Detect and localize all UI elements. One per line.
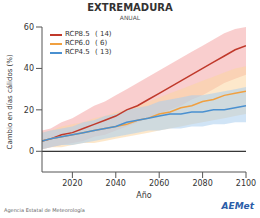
svg-text:20: 20 bbox=[24, 106, 34, 115]
svg-text:Cambio en días cálidos (%): Cambio en días cálidos (%) bbox=[8, 54, 14, 149]
html-text:( 14): ( 14) bbox=[95, 30, 112, 38]
html-text:RCP6.0: RCP6.0 bbox=[65, 39, 90, 47]
svg-text:60: 60 bbox=[24, 23, 34, 32]
svg-text:0: 0 bbox=[29, 147, 34, 156]
svg-text:2040: 2040 bbox=[106, 179, 126, 188]
svg-text:2060: 2060 bbox=[149, 179, 169, 188]
html-text:Agencia Estatal de Meteorologí: Agencia Estatal de Meteorología bbox=[4, 207, 85, 213]
svg-text:2020: 2020 bbox=[62, 179, 82, 188]
html-text:( 13): ( 13) bbox=[95, 48, 112, 56]
svg-text:2080: 2080 bbox=[192, 179, 212, 188]
svg-text:Año: Año bbox=[136, 191, 152, 200]
svg-text:2100: 2100 bbox=[236, 179, 252, 188]
html-text:RCP8.5: RCP8.5 bbox=[65, 30, 90, 38]
html-text:( 6): ( 6) bbox=[95, 39, 108, 47]
html-text:EXTREMADURA: EXTREMADURA bbox=[87, 2, 173, 13]
svg-text:40: 40 bbox=[24, 64, 34, 73]
html-text:ANUAL: ANUAL bbox=[119, 14, 141, 21]
html-text:AEMet: AEMet bbox=[221, 201, 254, 211]
html-text:RCP4.5: RCP4.5 bbox=[65, 48, 90, 56]
